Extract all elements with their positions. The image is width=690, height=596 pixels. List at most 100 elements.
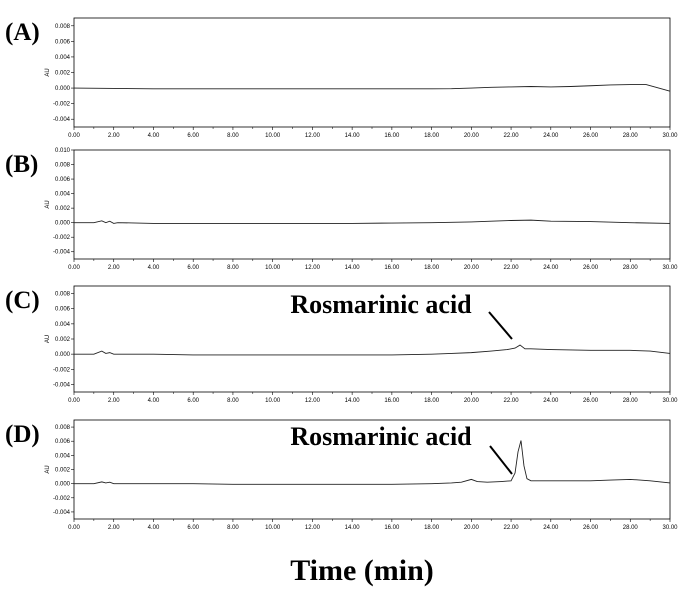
x-tick-label: 26.00 xyxy=(583,398,599,404)
chart-panel-b: (B) AU 0.010 0.008 0.006 0.004 0.002 0.000 -0.00… xyxy=(5,148,678,271)
x-tick-label: 24.00 xyxy=(543,398,559,404)
x-tick-label: 22.00 xyxy=(504,398,520,404)
x-tick-label: 8.00 xyxy=(227,265,239,271)
x-tick-label: 6.00 xyxy=(187,265,199,271)
y-tick-label: -0.002 xyxy=(53,235,71,241)
x-tick-label: 2.00 xyxy=(108,265,120,271)
x-tick-label: 14.00 xyxy=(345,525,361,531)
y-tick-label: 0.004 xyxy=(55,322,71,328)
y-tick-label: -0.002 xyxy=(53,102,71,108)
x-tick-label: 0.00 xyxy=(68,265,80,271)
x-tick-label: 26.00 xyxy=(583,133,599,139)
x-tick-label: 4.00 xyxy=(148,398,160,404)
panel-label: (C) xyxy=(5,287,40,314)
y-tick-label: -0.004 xyxy=(53,382,71,388)
x-tick-label: 28.00 xyxy=(623,525,639,531)
y-tick-label: -0.004 xyxy=(53,117,71,123)
x-tick-label: 22.00 xyxy=(504,133,520,139)
x-tick-label: 24.00 xyxy=(543,265,559,271)
y-tick-label: 0.008 xyxy=(55,163,71,169)
x-tick-label: 16.00 xyxy=(384,265,400,271)
chromatogram-trace xyxy=(74,440,671,485)
chart-panel-a: (A) AU 0.008 0.006 0.004 0.002 0.000 -0.002 -0.0… xyxy=(5,17,678,139)
x-tick-label: 20.00 xyxy=(464,525,480,531)
x-tick-label: 8.00 xyxy=(227,398,239,404)
y-tick-label: -0.002 xyxy=(53,367,71,373)
x-tick-label: 20.00 xyxy=(464,133,480,139)
chromatogram-trace xyxy=(74,344,671,356)
y-tick-label: 0.000 xyxy=(55,352,71,358)
y-tick-label: -0.004 xyxy=(53,510,71,516)
y-tick-label: 0.004 xyxy=(55,55,71,61)
annotation-pointer-line xyxy=(488,311,513,340)
plot-frame xyxy=(73,17,671,128)
x-tick-label: 2.00 xyxy=(108,525,120,531)
x-tick-label: 6.00 xyxy=(187,398,199,404)
x-tick-label: 24.00 xyxy=(543,525,559,531)
y-tick-label: 0.008 xyxy=(55,292,71,298)
x-tick-label: 10.00 xyxy=(265,525,281,531)
y-tick-label: 0.008 xyxy=(55,24,71,30)
x-tick-label: 4.00 xyxy=(148,133,160,139)
x-tick-label: 14.00 xyxy=(345,398,361,404)
x-axis-label: Time (min) xyxy=(290,554,434,587)
x-tick-label: 30.00 xyxy=(662,265,678,271)
x-tick-label: 6.00 xyxy=(187,133,199,139)
peak-annotation-label: Rosmarinic acid xyxy=(290,290,472,319)
x-tick-label: 6.00 xyxy=(187,525,199,531)
y-tick-label: 0.002 xyxy=(55,206,71,212)
x-tick-label: 10.00 xyxy=(265,265,281,271)
y-axis-label: AU xyxy=(45,335,51,343)
x-tick-label: 16.00 xyxy=(384,525,400,531)
y-axis-label: AU xyxy=(45,465,51,473)
x-tick-label: 18.00 xyxy=(424,265,440,271)
y-tick-label: 0.004 xyxy=(55,192,71,198)
x-tick-label: 8.00 xyxy=(227,525,239,531)
x-tick-label: 16.00 xyxy=(384,398,400,404)
x-tick-label: 0.00 xyxy=(68,398,80,404)
x-tick-label: 30.00 xyxy=(662,133,678,139)
x-tick-label: 14.00 xyxy=(345,265,361,271)
peak-annotation-label: Rosmarinic acid xyxy=(290,422,472,451)
y-tick-label: 0.000 xyxy=(55,482,71,488)
y-tick-label: -0.002 xyxy=(53,496,71,502)
panel-label: (A) xyxy=(5,19,40,46)
x-tick-label: 22.00 xyxy=(504,525,520,531)
x-tick-label: 8.00 xyxy=(227,133,239,139)
y-tick-label: 0.002 xyxy=(55,468,71,474)
x-tick-label: 18.00 xyxy=(424,398,440,404)
x-tick-label: 28.00 xyxy=(623,133,639,139)
y-tick-label: 0.004 xyxy=(55,453,71,459)
x-tick-label: 12.00 xyxy=(305,133,321,139)
y-tick-label: 0.010 xyxy=(55,148,71,154)
y-tick-label: 0.002 xyxy=(55,337,71,343)
x-tick-label: 0.00 xyxy=(68,525,80,531)
x-tick-label: 26.00 xyxy=(583,265,599,271)
x-tick-label: 18.00 xyxy=(424,133,440,139)
x-tick-label: 30.00 xyxy=(662,525,678,531)
chart-panel-c: (C) AU 0.008 0.006 0.004 0.002 0.000 -0.002 -0.0… xyxy=(5,285,678,404)
y-axis-label: AU xyxy=(45,68,51,76)
x-tick-label: 18.00 xyxy=(424,525,440,531)
x-tick-label: 0.00 xyxy=(68,133,80,139)
y-tick-label: 0.006 xyxy=(55,39,71,45)
x-tick-label: 22.00 xyxy=(504,265,520,271)
x-tick-label: 10.00 xyxy=(265,133,281,139)
chromatogram-trace xyxy=(73,84,671,92)
x-tick-label: 14.00 xyxy=(345,133,361,139)
x-tick-label: 4.00 xyxy=(148,265,160,271)
y-tick-label: -0.004 xyxy=(53,250,71,256)
x-tick-label: 30.00 xyxy=(662,398,678,404)
x-tick-label: 20.00 xyxy=(464,398,480,404)
y-tick-label: 0.006 xyxy=(55,177,71,183)
y-tick-label: 0.000 xyxy=(55,86,71,92)
x-tick-label: 16.00 xyxy=(384,133,400,139)
x-tick-label: 12.00 xyxy=(305,398,321,404)
panel-label: (B) xyxy=(5,151,38,178)
chromatogram-trace xyxy=(74,219,671,224)
annotation-pointer-line xyxy=(489,445,513,475)
y-tick-label: 0.008 xyxy=(55,425,71,431)
y-tick-label: 0.006 xyxy=(55,307,71,313)
plot-frame xyxy=(73,149,671,260)
